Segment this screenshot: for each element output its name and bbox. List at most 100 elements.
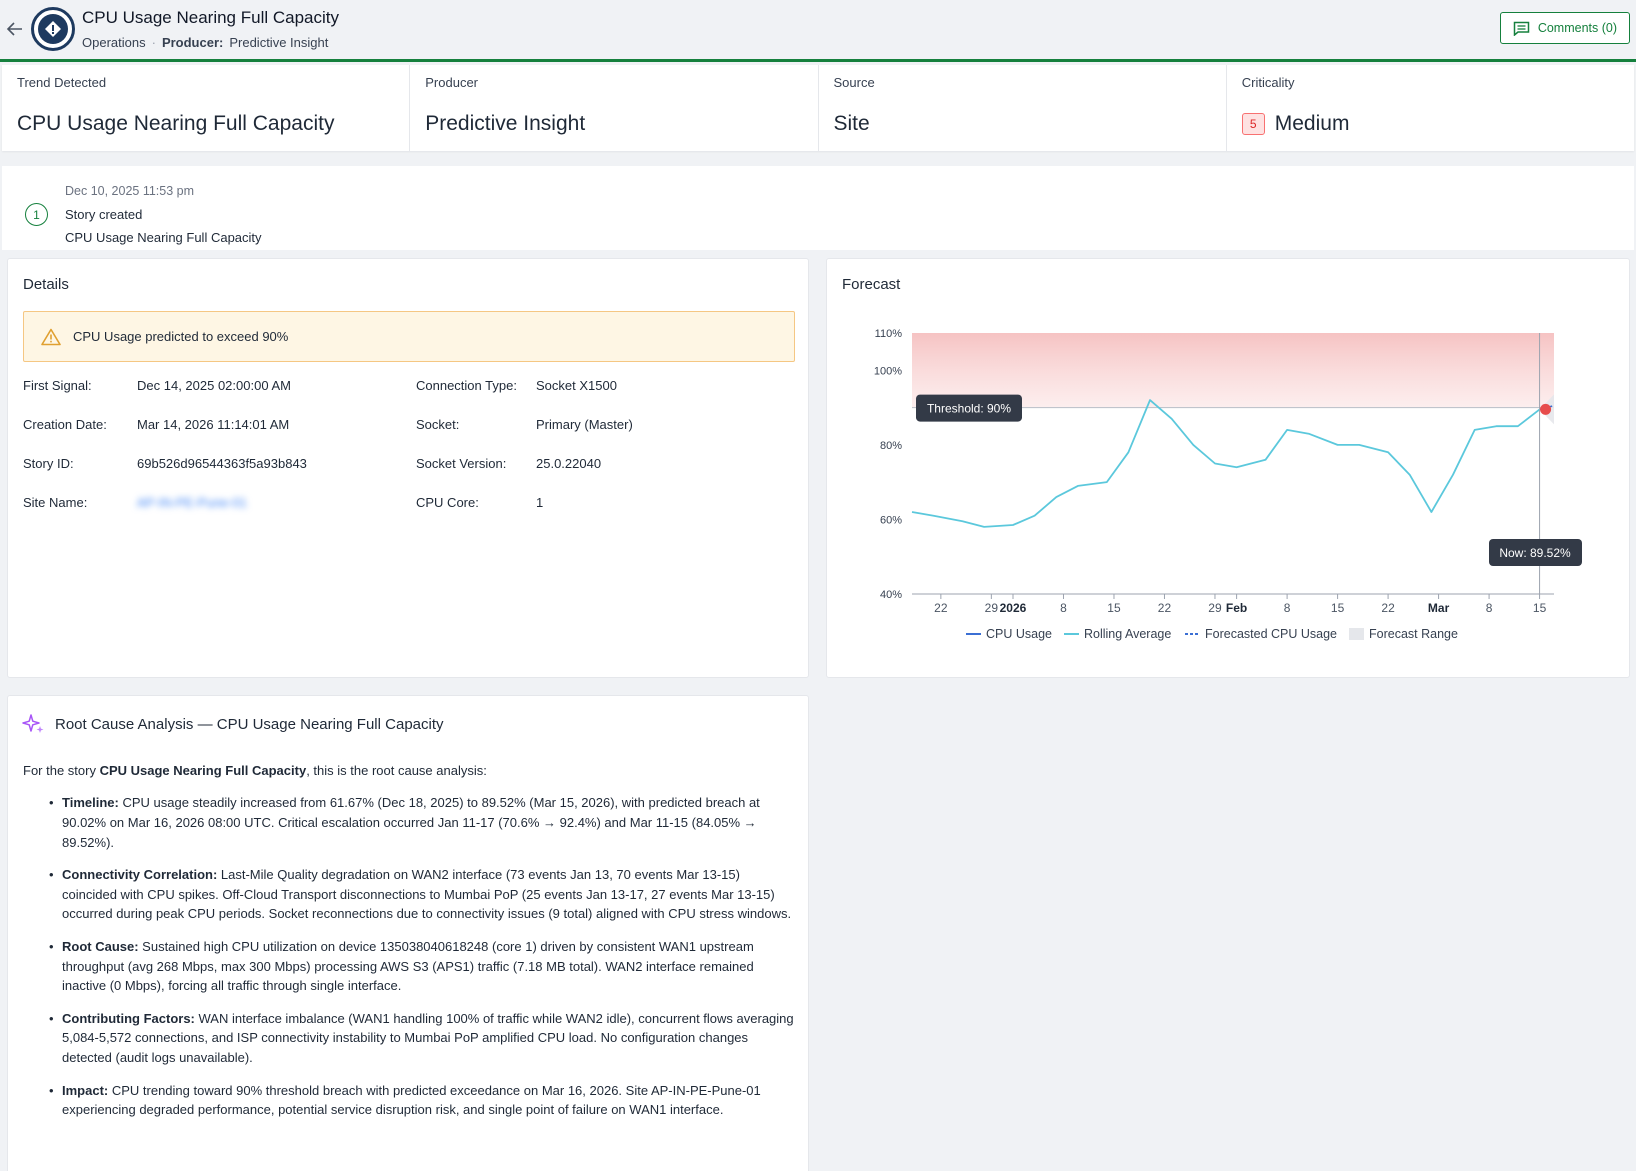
rca-item-text: CPU trending toward 90% threshold breach…	[62, 1082, 761, 1118]
y-tick-label: 100%	[874, 365, 902, 377]
story-id-label: Story ID:	[23, 456, 74, 471]
connection-type-value: Socket X1500	[536, 378, 617, 393]
rca-item-label: Root Cause:	[62, 938, 139, 954]
now-marker	[1540, 403, 1552, 415]
connection-type-label: Connection Type:	[416, 378, 517, 393]
now-tooltip	[1489, 539, 1582, 566]
rca-item-connectivity: Connectivity Correlation: Last-Mile Qual…	[23, 865, 798, 924]
site-name-label: Site Name:	[23, 495, 88, 510]
cpu-core-value: 1	[536, 495, 544, 510]
y-tick-label: 40%	[880, 589, 902, 601]
y-tick-label: 80%	[880, 440, 902, 452]
rca-header: Root Cause Analysis — CPU Usage Nearing …	[22, 712, 444, 736]
first-signal-value: Dec 14, 2025 02:00:00 AM	[137, 378, 291, 393]
x-tick-label: 22	[1158, 601, 1172, 615]
story-summary: Trend Detected CPU Usage Nearing Full Ca…	[2, 65, 1634, 151]
rca-list: Timeline: CPU usage steadily increased f…	[23, 793, 798, 1133]
rca-item-contributing: Contributing Factors: WAN interface imba…	[23, 1009, 798, 1068]
producer-heading: Producer	[425, 75, 478, 90]
site-name-link[interactable]: AP-IN-PE-Pune-01	[137, 495, 247, 510]
trend-value: CPU Usage Nearing Full Capacity	[17, 112, 335, 135]
comments-button[interactable]: Comments (0)	[1499, 12, 1630, 44]
summary-trend: Trend Detected CPU Usage Nearing Full Ca…	[2, 65, 411, 151]
comments-label: Comments (0)	[1537, 21, 1617, 35]
rca-title: Root Cause Analysis — CPU Usage Nearing …	[55, 715, 444, 733]
forecast-card: Forecast 40% 60% 80% 100% 110% 22 29 2026 8 15 22 2…	[826, 258, 1630, 678]
summary-producer: Producer Predictive Insight	[410, 65, 819, 151]
criticality-value: Medium	[1274, 112, 1350, 135]
x-tick-label: 8	[1486, 601, 1493, 615]
story-timeline: 1 Dec 10, 2025 11:53 pm Story created CP…	[2, 166, 1634, 250]
forecast-title: Forecast	[842, 276, 901, 293]
rca-item-text: CPU usage steadily increased from 61.67%…	[62, 795, 760, 850]
timeline-detail: CPU Usage Nearing Full Capacity	[65, 230, 262, 245]
producer-name: Predictive Insight	[425, 112, 586, 135]
x-tick-label: 15	[1533, 601, 1547, 615]
page-header: CPU Usage Nearing Full Capacity Operatio…	[0, 0, 1636, 62]
details-title: Details	[23, 276, 69, 293]
breadcrumb: Operations · Producer: Predictive Insigh…	[82, 35, 328, 50]
y-tick-label: 110%	[875, 328, 903, 340]
forecast-chart[interactable]: 40%60%80%100%110%22 29 2026 8 15 22 29 Feb 8 15 22…	[827, 259, 1631, 679]
x-tick-label: 22	[1381, 601, 1395, 615]
source-value: Site	[833, 112, 870, 135]
story-id-value: 69b526d96544363f5a93b843	[137, 456, 307, 471]
rolling-average-line	[911, 399, 1541, 528]
timeline-step: 1	[25, 203, 48, 226]
criticality-badge: 5	[1241, 113, 1265, 135]
rca-item-timeline: Timeline: CPU usage steadily increased f…	[23, 793, 798, 852]
legend-swatch-range	[1349, 628, 1364, 640]
timeline-date: Dec 10, 2025 11:53 pm	[65, 184, 195, 198]
x-tick-label: 15	[1107, 601, 1121, 615]
summary-source: Source Site	[819, 65, 1227, 151]
warning-icon	[41, 328, 61, 345]
rca-item-text: Sustained high CPU utilization on device…	[62, 938, 754, 994]
y-tick-label: 60%	[880, 514, 902, 526]
creation-date-label: Creation Date:	[23, 417, 107, 432]
x-tick-label: 15	[1331, 601, 1345, 615]
criticality-row: 5 Medium	[1241, 112, 1619, 136]
criticality-label: Criticality	[1241, 75, 1295, 90]
socket-version-value: 25.0.22040	[536, 456, 602, 471]
rca-intro-story: CPU Usage Nearing Full Capacity	[99, 763, 307, 778]
rca-intro-suffix: , this is the root cause analysis:	[306, 763, 487, 778]
breadcrumb-separator: ·	[151, 35, 156, 50]
prediction-alert: CPU Usage predicted to exceed 90%	[23, 311, 795, 362]
comment-icon	[1513, 21, 1530, 36]
x-tick-label: 2026	[1000, 601, 1027, 615]
x-tick-label: 8	[1060, 601, 1067, 615]
cpu-core-label: CPU Core:	[416, 495, 479, 510]
producer-value: Predictive Insight	[229, 35, 329, 50]
legend-label: Rolling Average	[1084, 627, 1171, 641]
now-tooltip-text: Now: 89.52%	[1499, 546, 1571, 560]
producer-label: Producer:	[161, 35, 224, 50]
root-cause-card: Root Cause Analysis — CPU Usage Nearing …	[7, 695, 809, 1171]
x-tick-label: Feb	[1226, 601, 1247, 615]
rca-item-label: Impact:	[62, 1082, 109, 1098]
rca-item-root-cause: Root Cause: Sustained high CPU utilizati…	[23, 937, 798, 996]
x-tick-label: 8	[1284, 601, 1291, 615]
source-label: Source	[833, 75, 875, 90]
rca-item-text: WAN interface imbalance (WAN1 handling 1…	[62, 1010, 794, 1066]
socket-version-label: Socket Version:	[416, 456, 507, 471]
breadcrumb-section[interactable]: Operations	[82, 35, 146, 50]
legend-label: Forecast Range	[1369, 627, 1458, 641]
rca-item-label: Timeline:	[62, 795, 119, 810]
rca-item-impact: Impact: CPU trending toward 90% threshol…	[23, 1081, 798, 1121]
trend-label: Trend Detected	[17, 75, 107, 90]
legend-label: Forecasted CPU Usage	[1205, 627, 1337, 641]
sparkle-icon	[22, 714, 44, 733]
details-card: Details CPU Usage predicted to exceed 90…	[7, 258, 809, 678]
summary-criticality: Criticality 5 Medium	[1227, 65, 1634, 151]
rca-intro: For the story CPU Usage Nearing Full Cap…	[23, 763, 487, 778]
alert-text: CPU Usage predicted to exceed 90%	[73, 329, 289, 344]
x-tick-label: 29	[1208, 601, 1222, 615]
x-tick-label: 22	[934, 601, 948, 615]
back-arrow-icon[interactable]	[6, 20, 24, 38]
socket-label: Socket:	[416, 417, 460, 432]
rca-item-text: Last-Mile Quality degradation on WAN2 in…	[62, 866, 792, 922]
rca-item-label: Connectivity Correlation:	[62, 866, 218, 882]
first-signal-label: First Signal:	[23, 378, 92, 393]
threshold-tooltip	[916, 394, 1022, 422]
story-type-icon	[31, 7, 75, 51]
